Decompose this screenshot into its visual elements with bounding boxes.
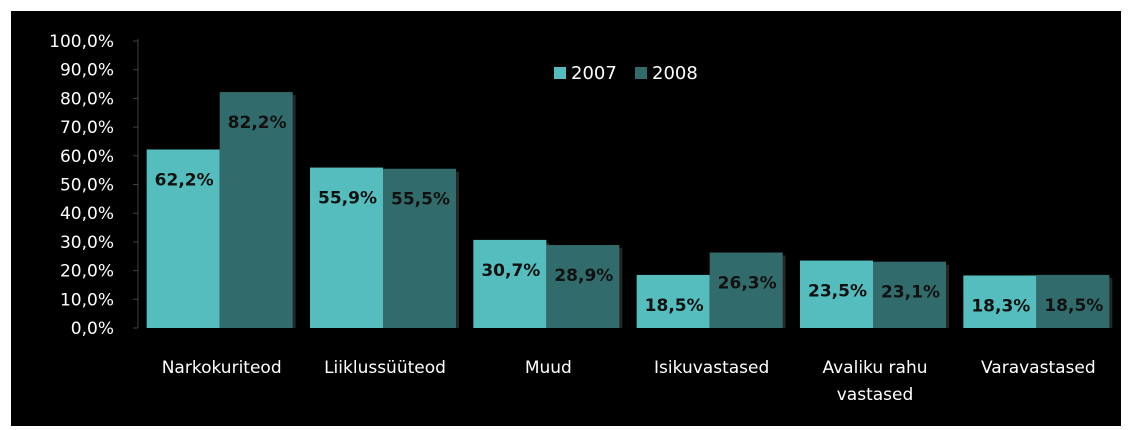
y-tick-label: 100,0% bbox=[49, 32, 114, 52]
y-tick-label: 70,0% bbox=[60, 118, 114, 138]
y-tick-label: 20,0% bbox=[60, 262, 114, 282]
data-label: 30,7% bbox=[481, 261, 540, 281]
x-category-label: Isikuvastased bbox=[654, 358, 769, 378]
legend: 2007 2008 bbox=[554, 63, 698, 84]
data-labels: 62,2% 82,2% 55,9% 55,5% 30,7% 28,9% 18,5% 26,3%… bbox=[155, 113, 1104, 316]
data-label: 62,2% bbox=[155, 170, 214, 190]
data-label: 28,9% bbox=[554, 266, 613, 286]
bar-series bbox=[146, 92, 1113, 328]
data-label: 23,1% bbox=[881, 283, 940, 303]
data-label: 18,5% bbox=[645, 296, 704, 316]
data-label: 55,9% bbox=[318, 189, 377, 209]
bar-2008-4 bbox=[873, 261, 946, 328]
bar-2007-3 bbox=[636, 274, 710, 328]
bar-2007-1 bbox=[310, 167, 383, 328]
bar-2008-3 bbox=[709, 252, 783, 328]
bar-2007-4 bbox=[800, 260, 873, 328]
bar-2008-5 bbox=[1036, 274, 1110, 328]
bar-2007-0 bbox=[146, 149, 220, 328]
x-axis-categories: Narkokuriteod Liiklussüüteod Muud Isikuvast… bbox=[162, 358, 1096, 405]
x-category-label: Muud bbox=[525, 358, 572, 378]
x-category-label: Varavastased bbox=[981, 358, 1096, 378]
data-label: 18,3% bbox=[971, 296, 1030, 316]
y-tick-label: 90,0% bbox=[60, 61, 114, 81]
y-tick-label: 30,0% bbox=[60, 233, 114, 253]
y-tick-label: 80,0% bbox=[60, 89, 114, 109]
bar-2008-2 bbox=[546, 245, 620, 328]
bar-2008-1 bbox=[383, 168, 456, 328]
y-axis: 0,0% 10,0% 20,0% 30,0% 40,0% 50,0% 60,0% 70,0% 8… bbox=[49, 32, 139, 339]
bar-2007-5 bbox=[963, 275, 1037, 328]
y-tick-label: 60,0% bbox=[60, 147, 114, 167]
legend-label-2008: 2008 bbox=[652, 63, 698, 84]
data-label: 82,2% bbox=[228, 113, 287, 133]
y-tick-label: 10,0% bbox=[60, 290, 114, 310]
legend-swatch-2008 bbox=[635, 67, 647, 79]
data-label: 55,5% bbox=[391, 190, 450, 210]
data-label: 18,5% bbox=[1044, 296, 1103, 316]
data-label: 26,3% bbox=[718, 274, 777, 294]
legend-swatch-2007 bbox=[554, 67, 566, 79]
bar-2008-0 bbox=[219, 92, 293, 328]
bar-2007-2 bbox=[473, 239, 547, 328]
y-tick-label: 0,0% bbox=[71, 319, 114, 339]
x-category-label: Narkokuriteod bbox=[162, 358, 282, 378]
x-category-label: Liiklussüüteod bbox=[324, 358, 446, 378]
data-label: 23,5% bbox=[808, 282, 867, 302]
y-tick-label: 50,0% bbox=[60, 176, 114, 196]
y-tick-label: 40,0% bbox=[60, 204, 114, 224]
x-category-label: Avaliku rahu bbox=[822, 358, 927, 378]
x-category-label: vastased bbox=[837, 385, 914, 405]
legend-label-2007: 2007 bbox=[571, 63, 617, 84]
